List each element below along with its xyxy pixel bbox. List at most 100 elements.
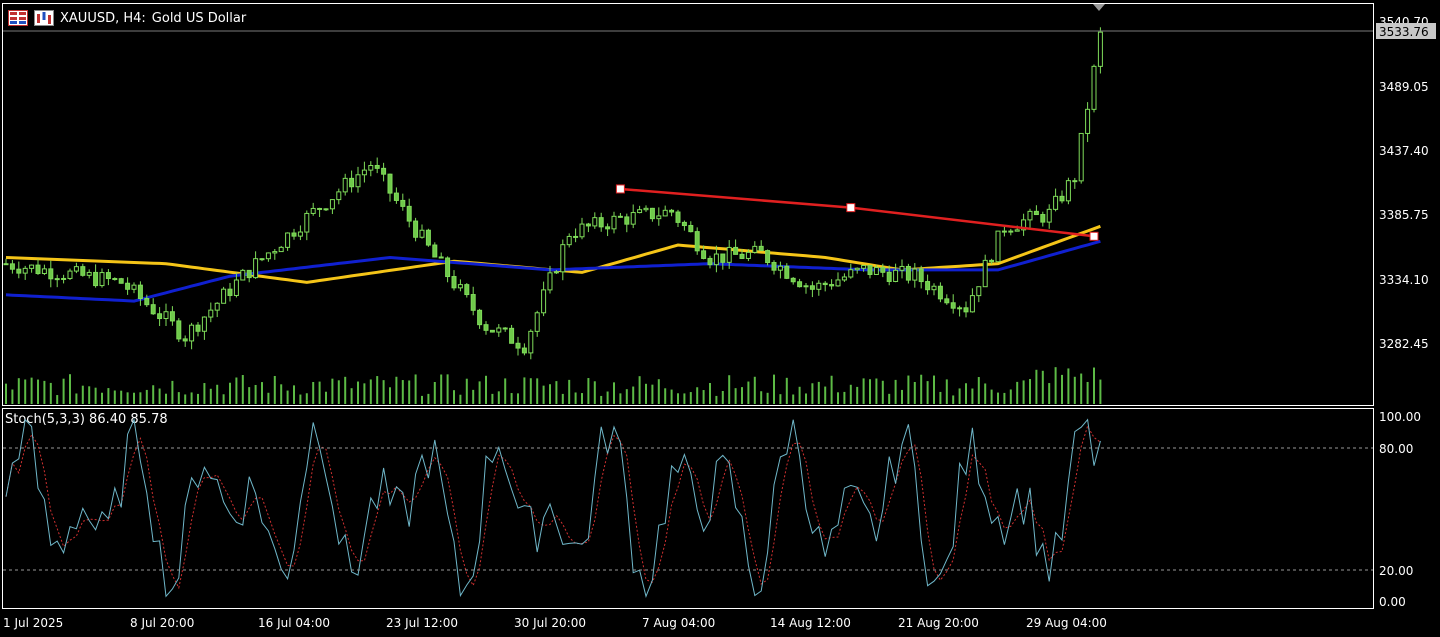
candle-body	[617, 215, 623, 218]
candle-body	[73, 266, 79, 272]
stoch-level-label: 100.00	[1379, 410, 1421, 424]
candle-body	[841, 276, 847, 281]
candle-body	[521, 347, 527, 354]
candle-body	[713, 253, 719, 266]
main-panel-frame	[2, 3, 1374, 406]
candle-body	[681, 221, 687, 227]
candle-body	[1040, 214, 1046, 223]
candle-body	[918, 268, 924, 283]
candle-body	[150, 304, 156, 315]
candle-body	[413, 220, 419, 238]
candle-body	[835, 279, 841, 287]
candle-body	[425, 229, 431, 246]
candle-body	[656, 215, 662, 220]
candle-body	[137, 284, 143, 300]
time-label: 7 Aug 04:00	[642, 616, 715, 630]
candle-body	[67, 270, 73, 279]
candle-body	[707, 257, 713, 266]
candle-body	[528, 330, 534, 354]
chart-grid-icon[interactable]	[8, 10, 28, 26]
price-label: 3282.45	[1379, 337, 1429, 351]
candle-body	[931, 285, 937, 291]
candle-body	[233, 279, 239, 296]
candle-body	[406, 205, 412, 222]
candle-body	[605, 226, 611, 230]
candle-body	[48, 268, 54, 280]
candle-body	[278, 246, 284, 253]
candle-body	[873, 267, 879, 275]
candle-body	[157, 313, 163, 320]
candle-body	[297, 231, 303, 237]
candle-body	[182, 338, 188, 342]
candle-body	[579, 223, 585, 238]
candle-body	[336, 191, 342, 201]
candle-body	[221, 288, 227, 304]
candle-body	[950, 302, 956, 309]
trendline[interactable]	[615, 184, 1099, 241]
candle-body	[125, 282, 131, 290]
candle-body	[944, 298, 950, 304]
candle-body	[963, 307, 969, 313]
trendline-handle	[615, 184, 625, 194]
candle-body	[105, 272, 111, 280]
candle-body	[899, 265, 905, 271]
candle-body	[797, 281, 803, 288]
candle-body	[976, 286, 982, 297]
price-label: 3489.05	[1379, 80, 1429, 94]
candle-body	[1001, 230, 1007, 233]
candle-body	[925, 281, 931, 291]
time-axis: 1 Jul 2025 8 Jul 20:00 16 Jul 04:00 23 J…	[3, 616, 1107, 630]
candle-body	[368, 165, 374, 171]
candle-body	[1014, 229, 1020, 232]
candle-body	[3, 263, 9, 266]
candle-body	[265, 252, 271, 260]
candle-body	[163, 311, 169, 320]
stoch-signal-line	[5, 424, 1101, 590]
candle-body	[995, 230, 1001, 263]
candle-body	[541, 289, 547, 314]
candle-body	[381, 167, 387, 175]
trendline-handle	[846, 203, 856, 213]
candle-body	[784, 265, 790, 279]
candle-body	[214, 302, 220, 311]
moving-average-line	[5, 239, 1101, 303]
candle-body	[649, 207, 655, 220]
candle-body	[80, 266, 86, 276]
stoch-level-label: 0.00	[1379, 595, 1406, 609]
stoch-level-label: 80.00	[1379, 442, 1413, 456]
candle-body	[253, 258, 259, 279]
candle-body	[1033, 210, 1039, 216]
candle-body	[1078, 132, 1084, 182]
time-label: 23 Jul 12:00	[386, 616, 458, 630]
candle-body	[803, 285, 809, 288]
candle-body	[867, 264, 873, 275]
stoch-level-label: 20.00	[1379, 564, 1413, 578]
candle-body	[573, 235, 579, 238]
candle-body	[585, 223, 591, 227]
chart-header: XAUUSD, H4: Gold US Dollar	[8, 8, 246, 28]
candle-body	[272, 251, 278, 254]
candle-body	[61, 277, 67, 280]
candle-body	[1046, 208, 1052, 223]
price-label: 3437.40	[1379, 144, 1429, 158]
candle-body	[880, 267, 886, 273]
candle-body	[752, 245, 758, 253]
candle-body	[675, 211, 681, 223]
candle-body	[816, 282, 822, 290]
candle-body	[969, 295, 975, 313]
volume-bars	[5, 367, 1102, 404]
candle-body	[854, 267, 860, 271]
candle-body	[957, 307, 963, 310]
candle-body	[86, 271, 92, 276]
candles-icon[interactable]	[34, 10, 54, 26]
candle-body	[822, 282, 828, 286]
candle-body	[694, 231, 700, 252]
candle-body	[1059, 195, 1065, 202]
candle-body	[637, 209, 643, 214]
candle-body	[1091, 65, 1097, 110]
price-label: 3334.10	[1379, 273, 1429, 287]
indicator-panel-frame	[2, 408, 1374, 609]
stochastic-lines	[5, 417, 1101, 598]
price-axis: 3540.70 3489.05 3437.40 3385.75 3334.10 …	[1376, 15, 1436, 351]
